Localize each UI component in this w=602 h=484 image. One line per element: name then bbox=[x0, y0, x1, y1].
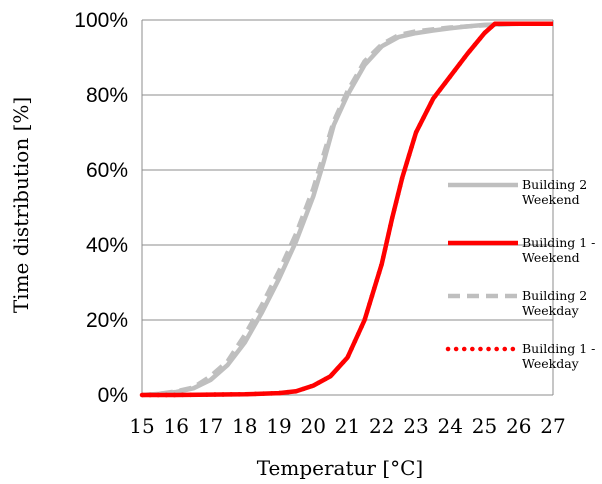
legend-label: Building 1 - bbox=[522, 235, 595, 250]
series-line-3 bbox=[139, 21, 556, 398]
legend-label: Building 2 bbox=[522, 177, 587, 192]
x-tick-label: 23 bbox=[403, 414, 428, 438]
y-tick-label: 80% bbox=[86, 84, 128, 107]
x-tick-label: 18 bbox=[232, 414, 257, 438]
series-line-1 bbox=[142, 21, 553, 398]
legend-label: Building 2 bbox=[522, 288, 587, 303]
x-axis-title: Temperatur [°C] bbox=[257, 456, 423, 480]
x-tick-label: 24 bbox=[438, 414, 463, 438]
series-line-0 bbox=[141, 21, 553, 398]
y-tick-label: 20% bbox=[86, 309, 128, 332]
series-line-2 bbox=[141, 21, 553, 398]
y-tick-label: 60% bbox=[86, 159, 128, 182]
legend-label: Weekend bbox=[522, 192, 580, 207]
x-tick-label: 27 bbox=[540, 414, 565, 438]
x-tick-label: 17 bbox=[198, 414, 223, 438]
x-tick-label: 19 bbox=[266, 414, 291, 438]
x-tick-label: 22 bbox=[369, 414, 394, 438]
x-tick-labels: 15 16 17 18 19 20 21 22 23 24 25 26 27 bbox=[129, 414, 565, 438]
x-tick-label: 16 bbox=[164, 414, 189, 438]
x-tick-label: 26 bbox=[506, 414, 531, 438]
y-axis-title: Time distribution [%] bbox=[9, 97, 33, 313]
x-tick-label: 21 bbox=[335, 414, 360, 438]
x-tick-label: 15 bbox=[129, 414, 154, 438]
y-tick-label: 100% bbox=[74, 9, 128, 32]
x-tick-label: 25 bbox=[472, 414, 497, 438]
legend-label: Weekend bbox=[522, 250, 580, 265]
legend-label: Weekday bbox=[522, 356, 580, 371]
grid-lines bbox=[141, 19, 554, 396]
y-tick-labels: 0% 20% 40% 60% 80% 100% bbox=[74, 9, 128, 407]
series-lines bbox=[139, 21, 556, 398]
y-tick-label: 0% bbox=[98, 384, 128, 407]
x-tick-label: 20 bbox=[301, 414, 326, 438]
legend-label: Building 1 - bbox=[522, 341, 595, 356]
y-tick-label: 40% bbox=[86, 234, 128, 257]
legend-label: Weekday bbox=[522, 303, 580, 318]
